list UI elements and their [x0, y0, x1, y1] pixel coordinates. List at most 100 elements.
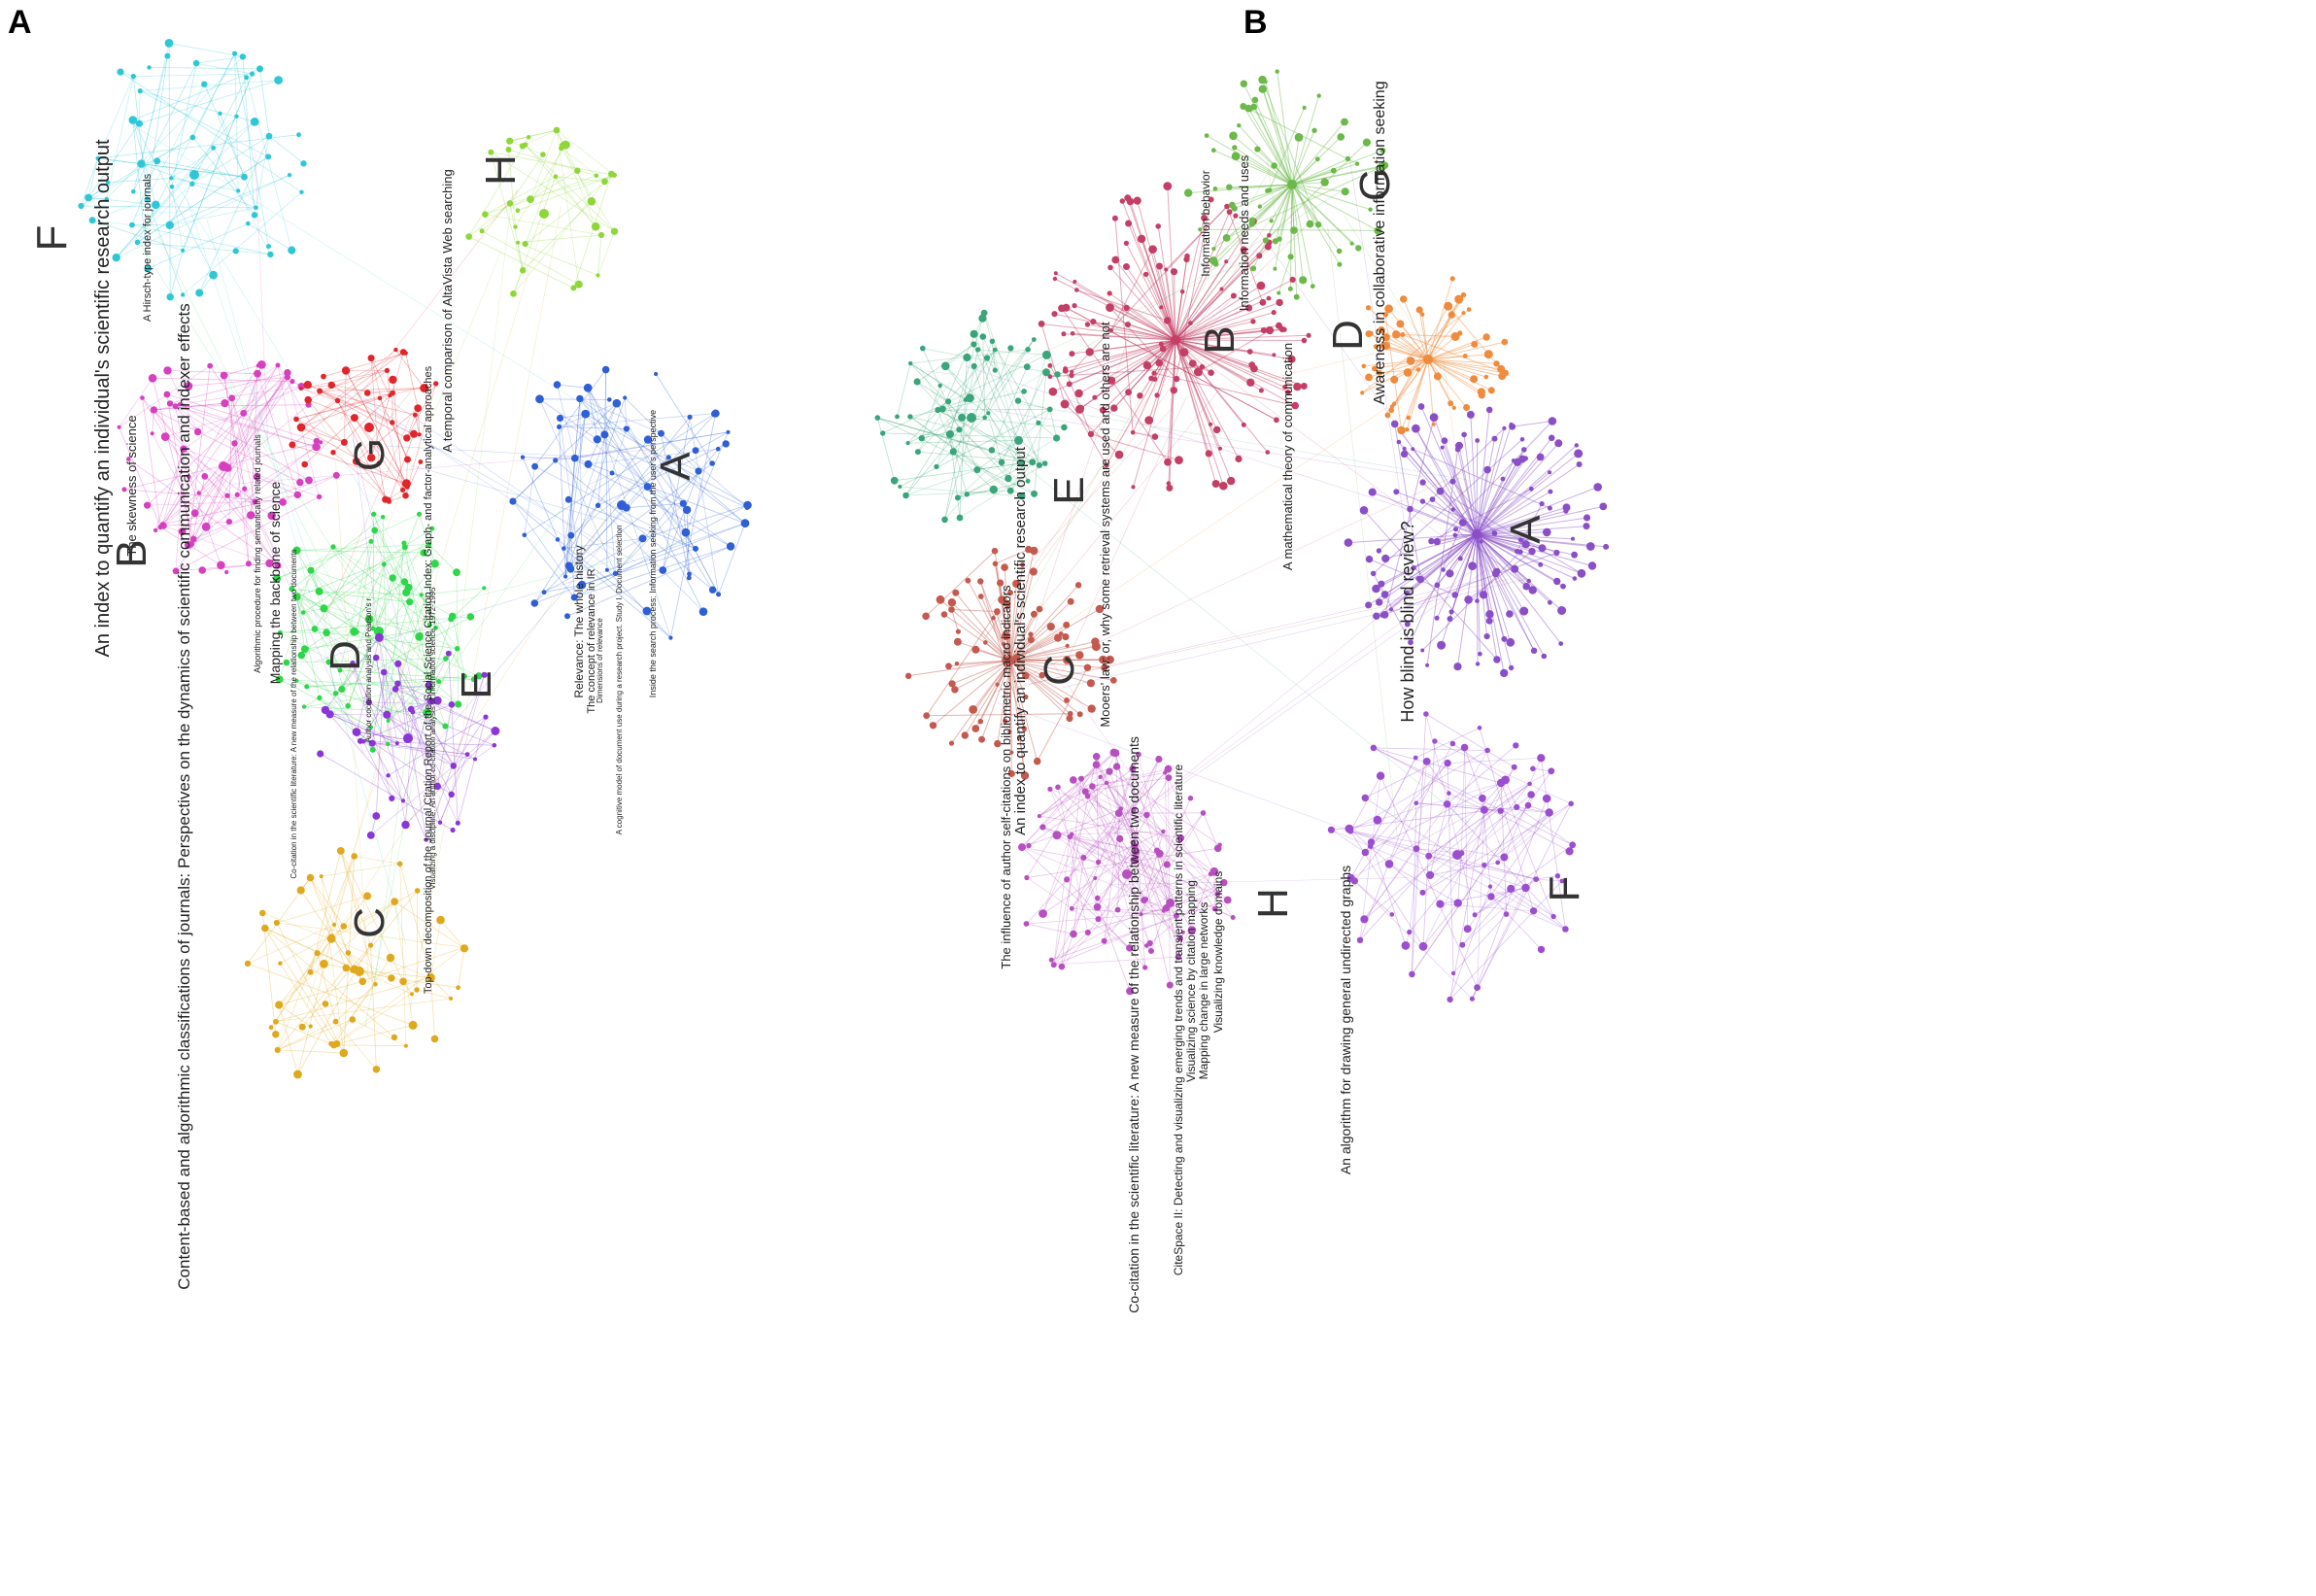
- hub-node-a-e: [403, 733, 413, 743]
- edge-a-f: [235, 251, 271, 255]
- edge-a-c: [333, 947, 465, 1046]
- edge-a-a: [568, 417, 691, 566]
- edge-b-f: [1349, 775, 1381, 832]
- node-b-e: [1018, 492, 1026, 500]
- edge-a-e: [352, 662, 392, 798]
- edge-b-b: [1165, 206, 1228, 270]
- edge-a-e: [474, 744, 495, 760]
- cross-edge-a: [409, 206, 562, 1013]
- edge-a-f: [192, 52, 235, 138]
- node-a-a: [711, 409, 720, 418]
- edge-b-g: [1291, 184, 1295, 231]
- edge-b-h: [1039, 765, 1117, 817]
- edge-a-c: [393, 900, 465, 949]
- edge-b-e: [941, 312, 985, 410]
- node-a-f: [85, 193, 92, 202]
- node-a-f: [209, 270, 219, 280]
- edge-a-e: [324, 637, 380, 711]
- edge-a-b: [236, 373, 258, 495]
- node-b-b: [1108, 328, 1113, 333]
- node-b-c: [1076, 711, 1083, 718]
- node-b-f: [1407, 929, 1413, 935]
- edge-b-d: [1427, 298, 1460, 360]
- panel-a-edges: [81, 43, 748, 1075]
- edge-b-f: [1449, 880, 1563, 1001]
- node-b-c: [1101, 663, 1108, 672]
- edge-a-a: [682, 503, 690, 578]
- edge-a-e: [329, 714, 397, 744]
- edge-b-b: [1130, 201, 1176, 341]
- node-a-h: [574, 280, 583, 289]
- node-b-a: [1506, 610, 1514, 618]
- node-a-a: [595, 502, 601, 508]
- edge-a-c: [247, 963, 414, 1026]
- edge-b-h: [1053, 838, 1121, 966]
- node-b-c: [929, 722, 937, 730]
- edge-b-a: [1476, 533, 1521, 541]
- node-b-a: [1447, 616, 1453, 622]
- edge-b-a: [1436, 533, 1478, 619]
- cross-edge-b: [988, 408, 1173, 609]
- edge-a-f: [132, 68, 260, 120]
- edge-a-f: [140, 80, 279, 91]
- edge-b-f: [1415, 727, 1481, 759]
- node-b-h: [1214, 891, 1221, 897]
- edge-b-e: [897, 363, 911, 417]
- edge-a-f: [149, 67, 260, 70]
- edge-b-h: [1071, 833, 1171, 903]
- hub-node-b-g: [1287, 180, 1297, 189]
- node-a-c: [359, 978, 365, 984]
- node-a-b: [160, 432, 170, 441]
- node-b-h: [1052, 831, 1062, 840]
- node-a-b: [150, 406, 158, 414]
- edge-a-b: [209, 365, 233, 399]
- edge-a-a: [522, 457, 574, 459]
- edge-a-a: [559, 426, 566, 577]
- cross-edge-b: [1031, 381, 1426, 647]
- node-a-c: [259, 909, 266, 917]
- edge-b-e: [949, 433, 961, 519]
- edge-b-c: [1008, 660, 1011, 732]
- edge-b-g: [1251, 184, 1293, 221]
- node-b-g: [1314, 221, 1322, 228]
- edge-a-d: [405, 592, 430, 626]
- node-b-c: [995, 682, 1000, 687]
- edge-b-a: [1476, 510, 1567, 535]
- edge-a-c: [277, 968, 347, 1051]
- edge-a-b: [179, 386, 302, 405]
- cross-edge-b: [1344, 216, 1449, 384]
- edge-b-b: [1106, 339, 1176, 466]
- node-b-d: [1448, 311, 1456, 319]
- hub-node-a-c: [355, 967, 364, 976]
- edge-a-g: [405, 383, 437, 496]
- node-a-b: [312, 442, 321, 452]
- node-b-b: [1123, 304, 1130, 312]
- node-b-g: [1355, 245, 1362, 252]
- edge-b-g: [1291, 137, 1300, 186]
- node-a-f: [299, 189, 304, 194]
- edge-a-f: [97, 134, 299, 159]
- edge-b-e: [944, 350, 996, 521]
- node-b-b: [1218, 446, 1222, 451]
- node-b-f: [1443, 800, 1451, 808]
- node-b-a: [1449, 478, 1456, 485]
- edge-a-c: [275, 998, 452, 1023]
- edge-b-f: [1516, 806, 1550, 813]
- edge-b-f: [1364, 783, 1530, 920]
- node-b-a: [1572, 576, 1578, 581]
- node-a-e: [368, 739, 376, 747]
- edge-a-e: [320, 753, 454, 831]
- edge-a-a: [616, 403, 719, 595]
- edge-b-g: [1291, 158, 1318, 186]
- node-a-d: [300, 610, 306, 615]
- node-a-a: [563, 574, 568, 579]
- node-b-b: [1259, 298, 1267, 306]
- node-a-b: [166, 400, 174, 407]
- paper-title-b: A mathematical theory of communication: [1280, 343, 1295, 570]
- node-b-f: [1469, 996, 1475, 1002]
- edge-b-e: [909, 416, 1023, 497]
- edge-a-b: [223, 365, 258, 376]
- edge-b-a: [1406, 533, 1478, 594]
- node-b-d: [1403, 368, 1413, 377]
- node-b-b: [1213, 425, 1221, 434]
